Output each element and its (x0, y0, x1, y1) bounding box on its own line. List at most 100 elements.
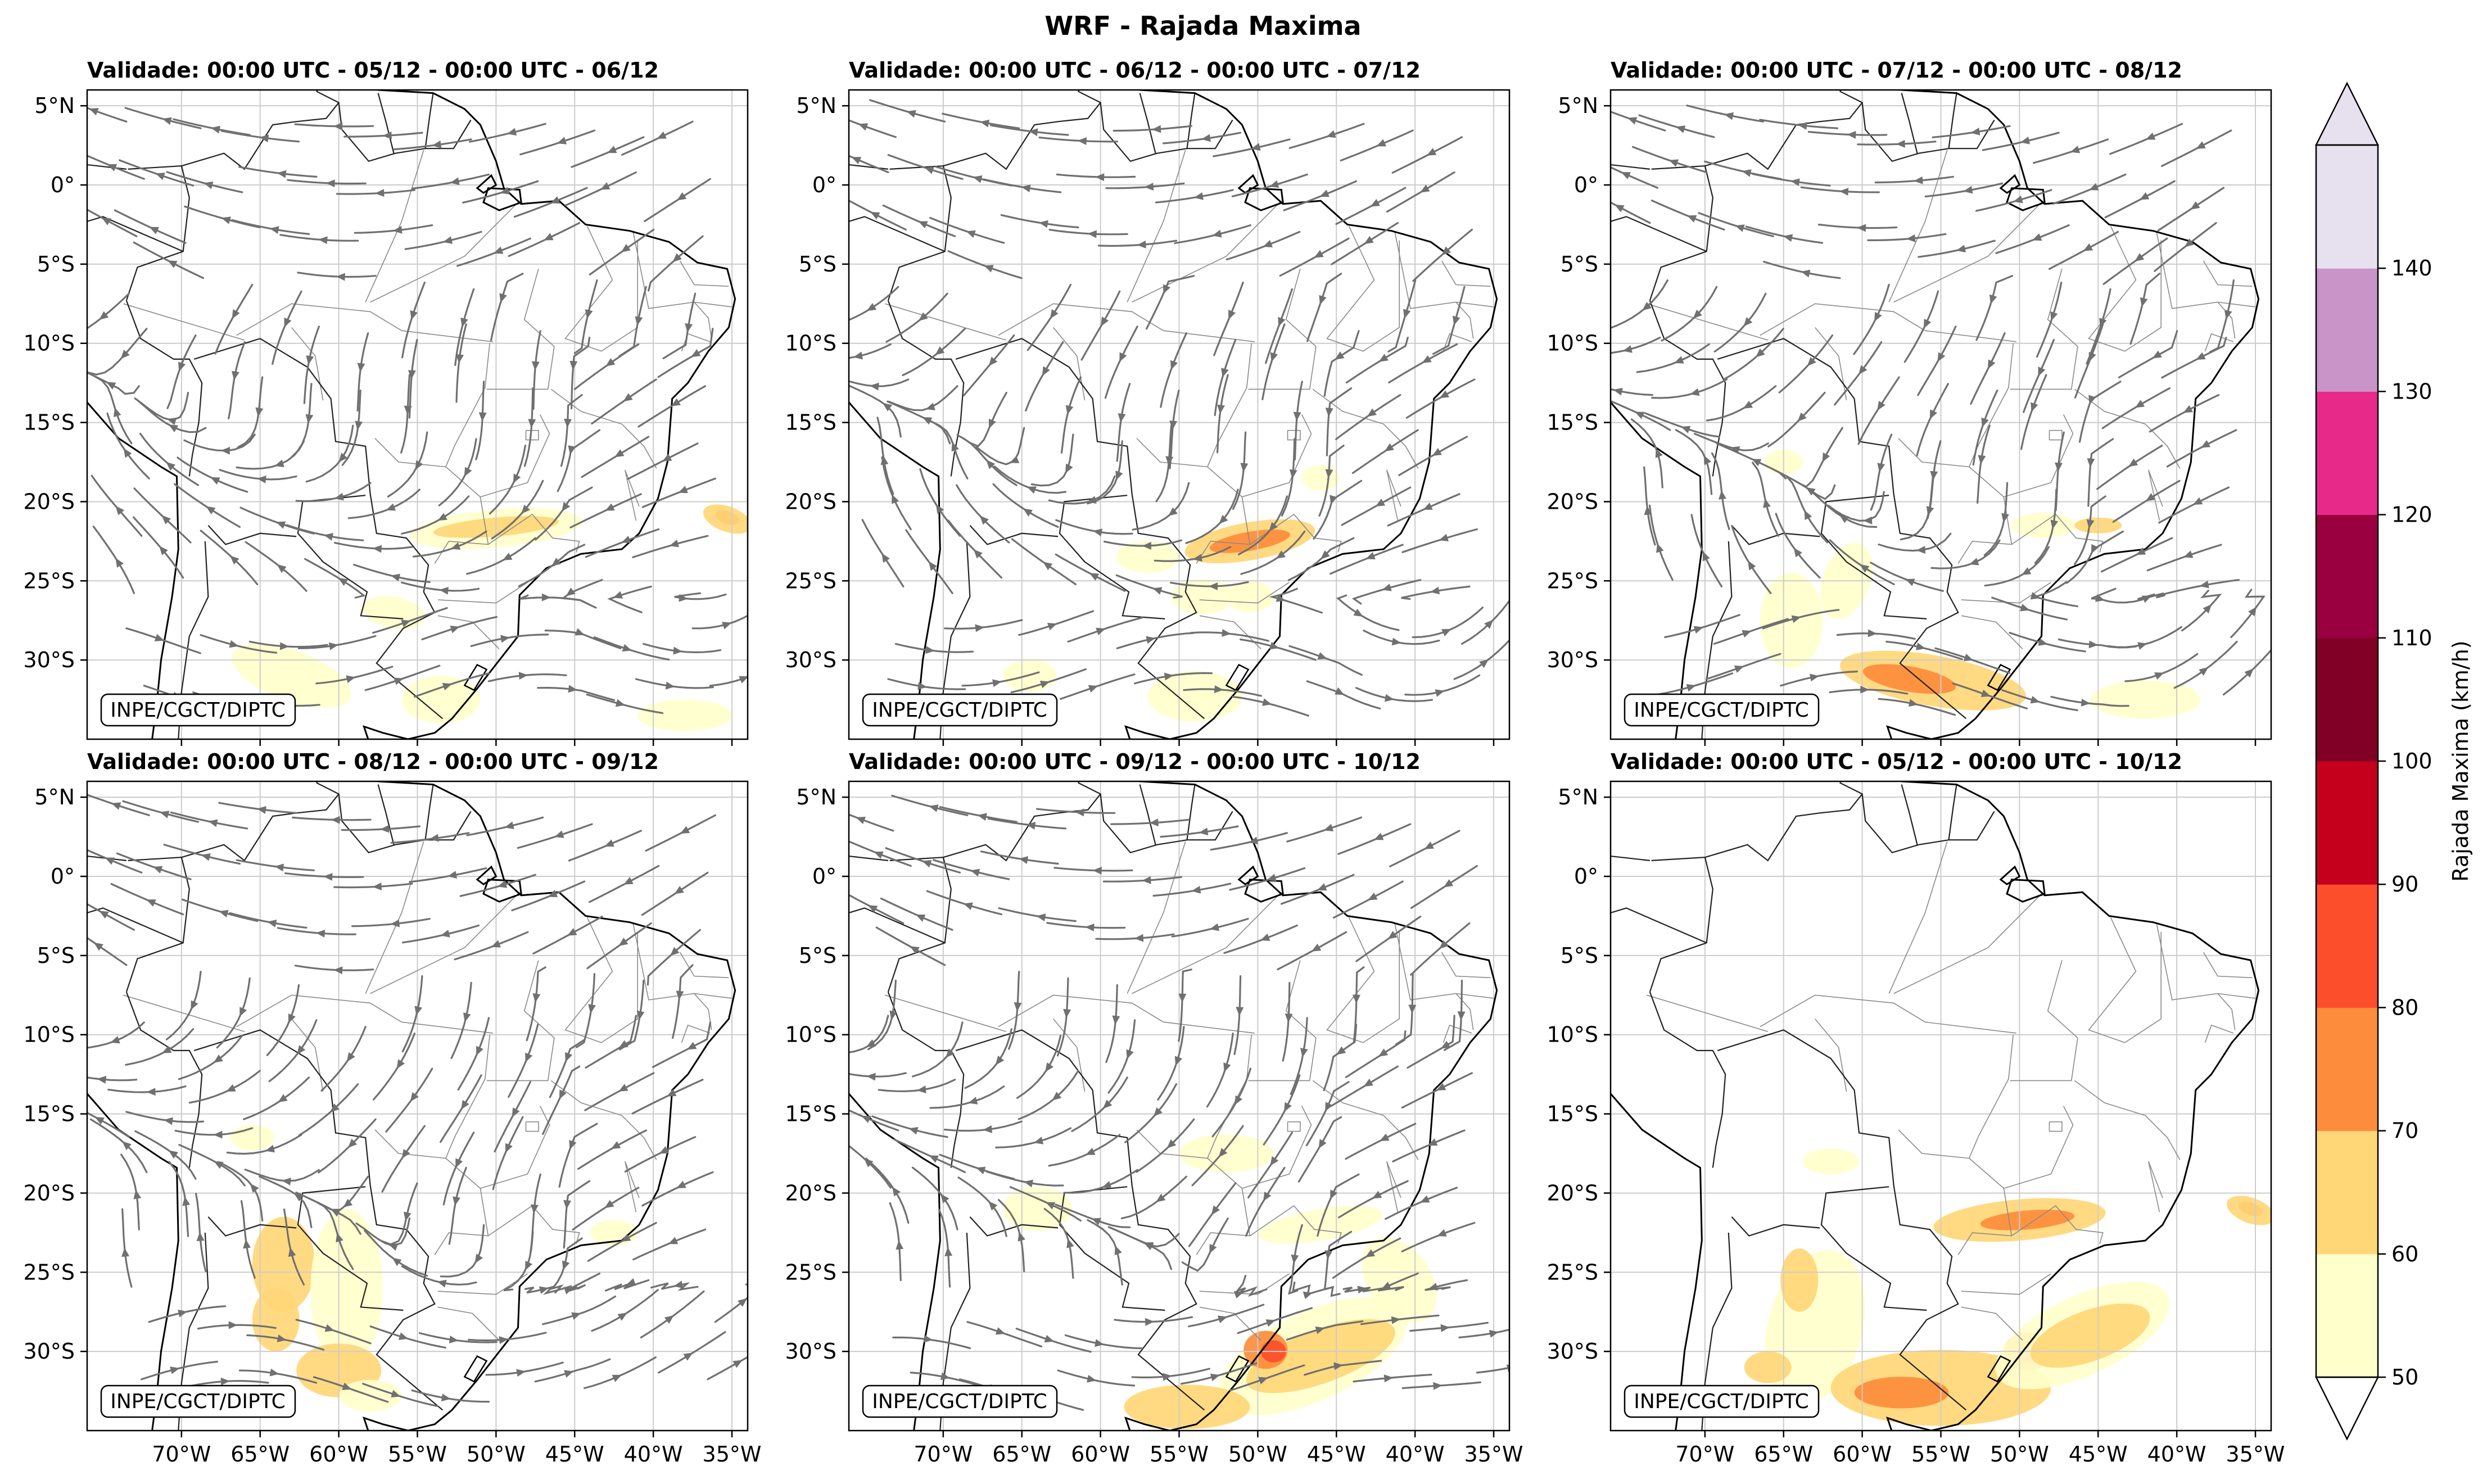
streamline-arrow (372, 545, 382, 553)
streamline-arrow (415, 460, 423, 470)
lagoa-dos-patos (1987, 663, 2011, 691)
coastline (87, 1092, 179, 1431)
coastline (1886, 781, 2260, 1431)
streamline-arrow (1214, 685, 1224, 694)
streamline-arrow (984, 265, 994, 273)
streamline-arrow (162, 1046, 172, 1053)
streamline-arrow (1191, 885, 1201, 894)
streamline-arrow (450, 542, 461, 550)
streamline-arrow (968, 1097, 978, 1105)
lon-tick-label: 45°W (2069, 1442, 2128, 1467)
state-border (2004, 1106, 2074, 1189)
streamline-arrow (154, 634, 165, 642)
streamline-arrow (1970, 128, 1980, 135)
lon-tick-label: 35°W (1464, 1442, 1523, 1467)
state-border (1127, 150, 1186, 302)
streamline-arrow (1044, 1334, 1054, 1343)
lat-tick-label: 10°S (24, 331, 75, 356)
lat-tick-label: 5°N (1558, 785, 1598, 809)
streamline-arrow (219, 910, 229, 918)
streamline-arrow (1047, 622, 1057, 631)
streamline-arrow (2152, 350, 2162, 359)
panel-title: Validade: 00:00 UTC - 05/12 - 00:00 UTC … (1611, 749, 2182, 774)
lat-tick-label: 10°S (785, 1022, 836, 1047)
streamline-arrow (1324, 1250, 1333, 1260)
streamline-arrow (1156, 1193, 1166, 1202)
lat-tick-label: 20°S (24, 489, 75, 514)
streamline-arrow (1719, 490, 1726, 500)
country-border (1704, 781, 1864, 862)
streamline-arrow (1092, 866, 1102, 875)
coastline (1611, 1092, 1703, 1431)
colorbar-segment (2316, 761, 2378, 885)
map-area (87, 781, 748, 1431)
state-border (2010, 960, 2078, 1082)
lat-tick-label: 5°S (799, 943, 836, 968)
streamline-arrow (149, 227, 159, 234)
streamline-arrow (588, 1004, 596, 1014)
credit-box: INPE/CGCT/DIPTC (862, 693, 1058, 727)
streamline-arrow (288, 1013, 296, 1024)
gust-area (703, 504, 748, 534)
streamline-arrow (1284, 1102, 1292, 1112)
streamline-arrow (1368, 892, 1378, 901)
credit-label: INPE/CGCT/DIPTC (872, 1390, 1047, 1413)
streamline-arrow (691, 349, 701, 358)
streamline-arrow (2203, 604, 2212, 614)
lat-tick-label: 15°S (785, 410, 836, 435)
coastline (1886, 90, 2260, 739)
streamline-arrow (1791, 615, 1801, 623)
streamline-arrow (491, 940, 501, 948)
state-border (1196, 343, 1252, 564)
streamline-arrow (657, 131, 667, 139)
streamline-arrow (476, 1046, 483, 1056)
streamline-arrow (1433, 1382, 1443, 1390)
streamline-arrow (1693, 626, 1703, 634)
streamline-arrow (2099, 318, 2107, 328)
streamline-arrow (1087, 1374, 1097, 1383)
streamline-arrow (614, 449, 625, 458)
streamline-arrow (988, 1201, 998, 1211)
state-border (680, 260, 729, 287)
streamline-arrow (159, 546, 168, 555)
streamline-arrow (2081, 698, 2091, 707)
streamline-arrow (2137, 642, 2147, 650)
country-border (1186, 784, 1196, 840)
country-border (1731, 524, 1820, 545)
streamline-arrow (564, 1370, 574, 1378)
streamline-arrow (951, 441, 959, 452)
streamline-arrow (333, 966, 343, 975)
streamline-arrow (442, 236, 453, 244)
country-border (1717, 338, 1967, 720)
credit-frame (862, 693, 1058, 727)
streamline-arrow (1801, 269, 1811, 278)
lagoa-dos-patos (463, 1355, 488, 1383)
lon-tick-label: 55°W (388, 1442, 447, 1467)
streamline-arrow (1043, 562, 1053, 571)
streamline-arrow (605, 358, 616, 367)
country-border (1948, 784, 1957, 840)
streamline-arrow (453, 1196, 460, 1206)
lat-tick-label: 30°S (785, 648, 836, 672)
streamline-arrow (2185, 238, 2194, 247)
streamline-arrow (918, 221, 928, 229)
state-border (998, 994, 1255, 1034)
colorbar-tick-label: 60 (2391, 1242, 2418, 1266)
streamline-arrow (282, 1177, 291, 1186)
streamline-arrow (732, 1360, 743, 1368)
streamline-arrow (1335, 687, 1345, 695)
map-area (1611, 781, 2271, 1431)
streamline-arrow (1314, 250, 1324, 258)
streamline-arrow (277, 170, 287, 178)
streamline-arrow (1211, 1205, 1220, 1215)
streamline-arrow (2032, 233, 2042, 241)
streamline-arrow (288, 1247, 296, 1257)
state-border (1898, 1129, 1969, 1159)
streamline-arrow (391, 1390, 401, 1398)
streamline-arrow (133, 1189, 142, 1200)
state-border (487, 513, 580, 553)
lon-tick-label: 40°W (2147, 1442, 2206, 1467)
streamline-arrow (1978, 455, 1986, 465)
streamline-arrow (1439, 390, 1450, 399)
streamline-arrow (1867, 629, 1877, 637)
